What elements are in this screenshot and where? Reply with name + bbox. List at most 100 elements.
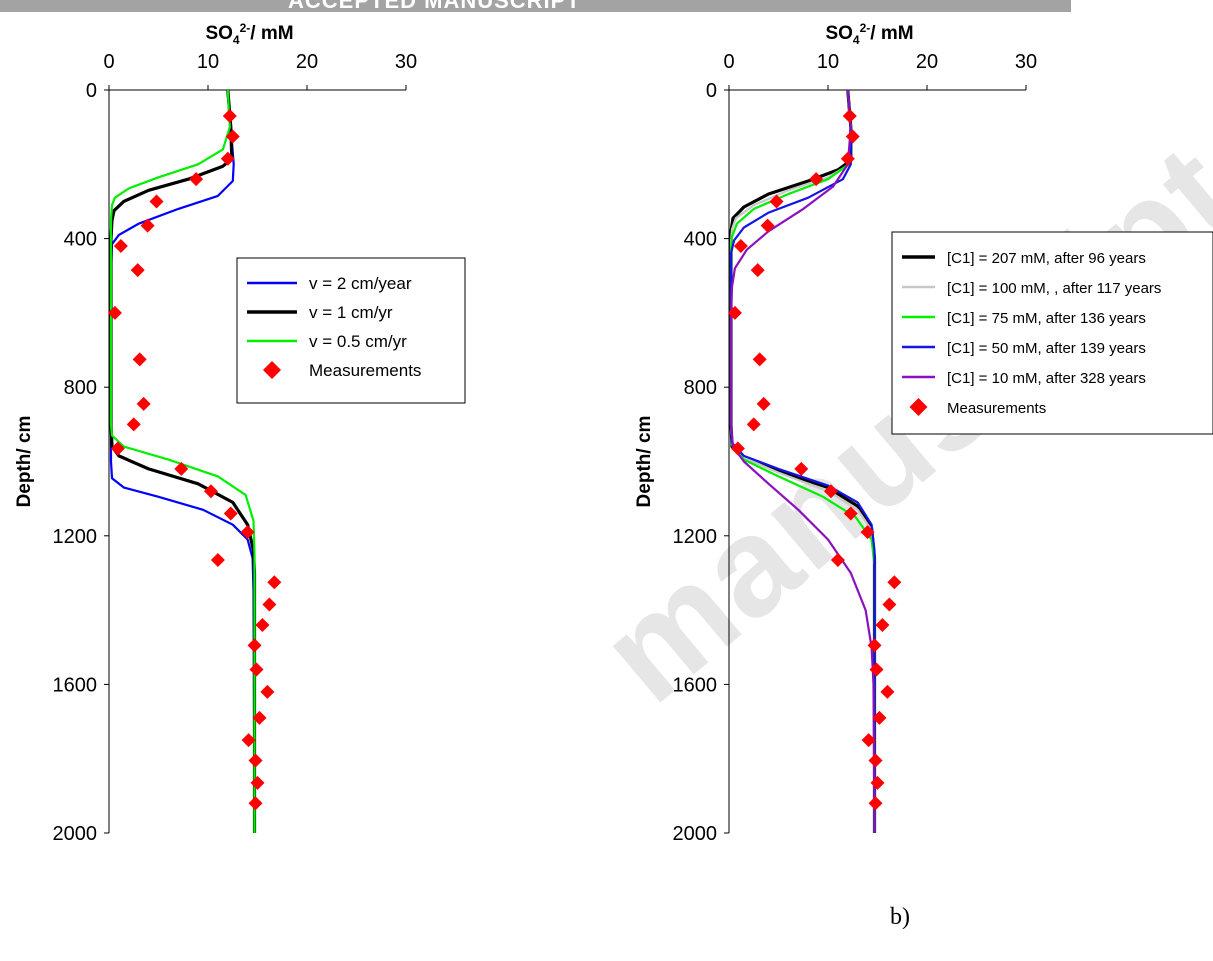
measurement-point bbox=[843, 506, 858, 521]
measurement-point bbox=[840, 151, 855, 166]
measurement-point bbox=[174, 461, 189, 476]
chart-panel-a: 0 10 20 30 0 400 800 1200 1600 2000 SO42-/ mM Depth… bbox=[14, 21, 466, 845]
y-axis-title: Depth/ cm bbox=[634, 416, 655, 508]
legend-swatch-diamond bbox=[263, 361, 281, 379]
measurement-point bbox=[241, 733, 256, 748]
x-axis-title: SO42-/ mM bbox=[825, 21, 913, 47]
measurement-point bbox=[746, 417, 761, 432]
measurement-point bbox=[750, 263, 765, 278]
series-line-v1 bbox=[109, 89, 257, 833]
measurement-point bbox=[248, 753, 263, 768]
measurement-point bbox=[868, 753, 883, 768]
measurement-point bbox=[872, 710, 887, 725]
measurement-point bbox=[730, 441, 745, 456]
measurement-point bbox=[861, 733, 876, 748]
measurement-point bbox=[823, 484, 838, 499]
measurement-point bbox=[830, 552, 845, 567]
x-tick-label: 10 bbox=[197, 51, 219, 73]
legend-label: v = 2 cm/year bbox=[309, 274, 412, 293]
y-tick-label: 0 bbox=[706, 80, 717, 102]
x-tick-label: 20 bbox=[916, 51, 938, 73]
measurement-point bbox=[222, 109, 237, 124]
y-tick-label: 800 bbox=[684, 377, 717, 399]
legend-label: [C1] = 10 mM, after 328 years bbox=[947, 370, 1146, 387]
measurement-point bbox=[887, 575, 902, 590]
measurement-point bbox=[875, 617, 890, 632]
legend-label: [C1] = 100 mM, , after 117 years bbox=[947, 280, 1161, 297]
measurement-point bbox=[845, 129, 860, 144]
series-line-v05 bbox=[109, 89, 256, 833]
measurement-point bbox=[880, 684, 895, 699]
measurement-point bbox=[189, 172, 204, 187]
measurement-point bbox=[769, 194, 784, 209]
measurement-point bbox=[870, 775, 885, 790]
x-tick-label: 0 bbox=[103, 51, 114, 73]
y-tick-label: 800 bbox=[64, 377, 97, 399]
measurement-point bbox=[727, 305, 742, 320]
x-tick-label: 20 bbox=[296, 51, 318, 73]
measurement-point bbox=[203, 484, 218, 499]
measurement-point bbox=[255, 617, 270, 632]
measurement-point bbox=[267, 575, 282, 590]
measurement-point bbox=[262, 597, 277, 612]
measurement-point bbox=[733, 239, 748, 254]
measurement-point bbox=[247, 638, 262, 653]
measurement-point bbox=[126, 417, 141, 432]
y-tick-label: 400 bbox=[684, 229, 717, 251]
legend-label: Measurements bbox=[309, 361, 421, 380]
measurement-point bbox=[760, 218, 775, 233]
x-tick-label: 30 bbox=[395, 51, 417, 73]
y-tick-label: 1200 bbox=[53, 526, 98, 548]
measurement-point bbox=[842, 109, 857, 124]
legend-box bbox=[891, 231, 1213, 435]
measurement-point bbox=[240, 525, 255, 540]
legend-swatch-diamond bbox=[909, 398, 928, 416]
panel-label-b: b) bbox=[890, 904, 910, 930]
measurement-point bbox=[248, 796, 263, 811]
measurement-point bbox=[220, 151, 235, 166]
measurement-point bbox=[252, 710, 267, 725]
measurement-point bbox=[809, 172, 824, 187]
measurement-point bbox=[136, 396, 151, 411]
x-tick-label: 0 bbox=[723, 51, 734, 73]
measurement-point bbox=[794, 461, 809, 476]
measurement-point bbox=[140, 218, 155, 233]
legend-label: v = 1 cm/yr bbox=[309, 303, 393, 322]
series-line-c10 bbox=[729, 89, 876, 834]
y-tick-label: 0 bbox=[86, 80, 97, 102]
measurement-point bbox=[225, 129, 240, 144]
banner-text: ACCEPTED MANUSCRIPT bbox=[288, 0, 581, 12]
legend-label: [C1] = 207 mM, after 96 years bbox=[947, 250, 1146, 267]
measurement-point bbox=[107, 305, 122, 320]
measurement-point bbox=[130, 263, 145, 278]
measurement-point bbox=[867, 638, 882, 653]
measurement-point bbox=[752, 352, 767, 367]
measurement-point bbox=[223, 506, 238, 521]
legend-label: v = 0.5 cm/yr bbox=[309, 332, 407, 351]
measurement-point bbox=[249, 662, 264, 677]
chart-panel-b: 0 10 20 30 0 400 800 1200 1600 2000 SO42-/ mM Depth… bbox=[634, 21, 1213, 845]
accepted-manuscript-banner: ACCEPTED MANUSCRIPT bbox=[0, 0, 1071, 12]
measurement-point bbox=[113, 239, 128, 254]
measurement-point bbox=[756, 396, 771, 411]
legend-label: [C1] = 50 mM, after 139 years bbox=[947, 340, 1146, 357]
legend-label: Measurements bbox=[947, 400, 1046, 417]
measurement-point bbox=[882, 597, 897, 612]
y-tick-label: 2000 bbox=[53, 823, 98, 845]
y-axis-title: Depth/ cm bbox=[14, 416, 35, 508]
measurement-point bbox=[110, 441, 125, 456]
measurement-point bbox=[149, 194, 164, 209]
measurement-point bbox=[250, 775, 265, 790]
y-tick-label: 1200 bbox=[673, 526, 718, 548]
y-tick-label: 1600 bbox=[673, 674, 718, 696]
measurement-point bbox=[132, 352, 147, 367]
measurement-point bbox=[860, 525, 875, 540]
legend-label: [C1] = 75 mM, after 136 years bbox=[947, 310, 1146, 327]
measurement-point bbox=[210, 552, 225, 567]
measurement-point bbox=[869, 662, 884, 677]
measurement-point bbox=[260, 684, 275, 699]
x-axis-title: SO42-/ mM bbox=[205, 21, 293, 47]
y-tick-label: 400 bbox=[64, 229, 97, 251]
y-tick-label: 1600 bbox=[53, 674, 98, 696]
